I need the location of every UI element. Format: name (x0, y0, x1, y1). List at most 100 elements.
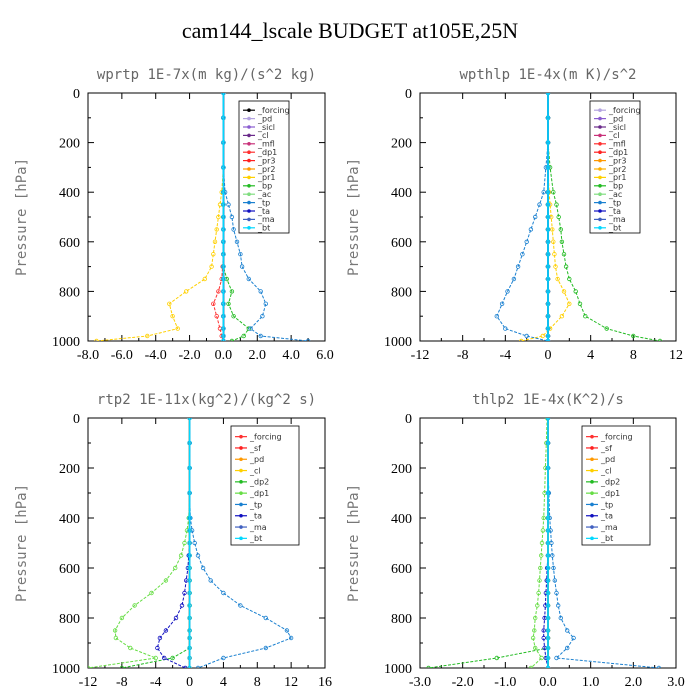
series-point (565, 645, 570, 651)
series-point (238, 603, 243, 608)
y-tick-label: 200 (59, 137, 80, 152)
series-point (559, 314, 565, 319)
series-point (561, 251, 567, 257)
x-tick-label: 16 (318, 675, 332, 690)
y-axis-label: Pressure [hPa] (14, 484, 30, 602)
series-point (545, 665, 551, 668)
series-point (221, 276, 226, 282)
series-point (195, 553, 201, 558)
legend-entry: _pr3 (257, 156, 275, 165)
series-point (565, 628, 570, 633)
series-point (545, 628, 551, 633)
series-point (503, 326, 508, 331)
series-point (221, 239, 226, 244)
series-point (284, 628, 290, 633)
series-point (238, 251, 243, 257)
legend-marker (247, 217, 251, 222)
series-point (550, 227, 555, 232)
legend-marker (247, 150, 251, 154)
series-line-bp (547, 93, 661, 341)
panel-title: thlp2 1E-4x(K^2)/s (472, 392, 624, 408)
series-point (556, 214, 561, 220)
series-point (221, 289, 226, 294)
panel-4: thlp2 1E-4x(K^2)/s Pressure [hPa] -3.0 -2.0… (346, 392, 685, 690)
series-point (545, 115, 551, 120)
series-point (657, 338, 663, 341)
y-tick-label: 200 (59, 462, 80, 477)
legend-marker (598, 167, 602, 171)
legend-entry: _sicl (257, 123, 275, 132)
series-point (221, 338, 226, 341)
series-point (545, 140, 551, 145)
y-tick-label: 600 (59, 562, 80, 577)
series-point (539, 553, 544, 558)
series-point (231, 227, 236, 232)
series-point (571, 635, 576, 641)
legend-entry: _pd (257, 114, 272, 123)
series-point (541, 189, 546, 195)
series-point (559, 239, 565, 244)
legend-entry: _forcing (249, 432, 282, 441)
legend-entry: _ac (257, 190, 271, 199)
x-tick-label: -8.0 (77, 348, 99, 363)
series-point (539, 540, 545, 546)
series-point (567, 301, 572, 306)
series-point (170, 314, 175, 319)
series-point (258, 333, 263, 339)
series-point (214, 314, 219, 319)
x-tick-label: 0 (545, 348, 552, 363)
legend-marker (239, 434, 243, 439)
legend-entry: _bp (608, 182, 623, 191)
series-point (132, 603, 137, 608)
x-tick-label: 4 (587, 348, 594, 363)
series-point (563, 264, 569, 269)
x-tick-label: -2.0 (178, 348, 200, 363)
legend-marker (590, 434, 594, 439)
series-point (187, 465, 192, 471)
series-point (545, 645, 551, 651)
legend-marker (590, 480, 594, 484)
series-point (239, 264, 245, 269)
y-tick-label: 1000 (384, 335, 412, 350)
series-point (187, 553, 192, 558)
series-point (561, 289, 567, 294)
series-point (554, 655, 559, 661)
legend-marker (247, 125, 251, 129)
series-point (545, 528, 551, 533)
panel-1: wprtp 1E-7x(m kg)/(s^2 kg) Pressure [hPa]… (14, 67, 334, 363)
y-tick-label: 1000 (52, 662, 80, 677)
legend-marker (598, 217, 602, 222)
legend-entry: _bt (600, 534, 613, 543)
x-tick-label: -8 (116, 675, 128, 690)
series-point (187, 528, 192, 533)
series-point (187, 615, 192, 621)
series-point (631, 333, 636, 339)
legend-entry: _cl (257, 131, 269, 140)
series-point (545, 202, 551, 207)
series-point (221, 314, 226, 319)
series-point (524, 333, 529, 339)
series-point (545, 590, 551, 596)
series-point (263, 615, 268, 621)
y-tick-label: 400 (59, 186, 80, 201)
series-point (528, 227, 534, 232)
x-tick-label: 0.0 (215, 348, 233, 363)
series-point (552, 251, 557, 257)
legend-entry: _pr2 (608, 165, 626, 174)
series-point (221, 214, 226, 220)
legend-entry: _ta (600, 512, 613, 521)
legend-marker (247, 116, 251, 121)
legend-entry: _dp1 (608, 148, 628, 157)
series-point (656, 665, 662, 668)
series-point (221, 165, 226, 170)
series-point (494, 655, 499, 661)
legend-marker (247, 133, 251, 138)
series-point (221, 264, 226, 269)
panel-title: wpthlp 1E-4x(m K)/s^2 (459, 67, 636, 83)
series-point (187, 515, 192, 521)
y-tick-label: 800 (59, 285, 80, 300)
legend-marker (247, 200, 251, 205)
series-point (545, 239, 551, 244)
legend-marker (598, 226, 602, 230)
series-point (187, 418, 192, 421)
